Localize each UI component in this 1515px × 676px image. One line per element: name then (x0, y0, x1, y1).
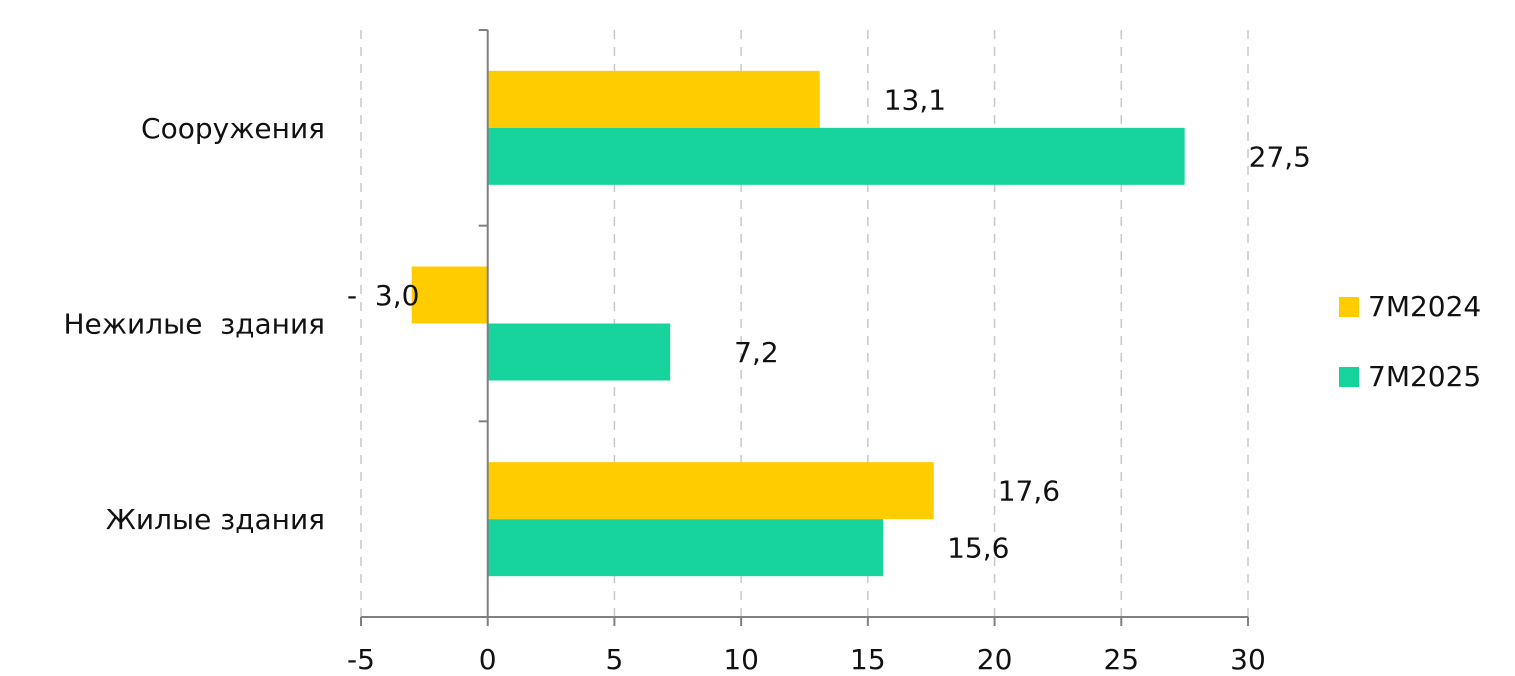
bar-7M2025-0 (487, 127, 1185, 185)
x-tick-label: -5 (347, 643, 375, 676)
data-label: 17,6 (998, 475, 1060, 508)
data-label: - 3,0 (347, 279, 419, 312)
category-label: Жилые здания (106, 503, 325, 536)
x-tick-label: 15 (850, 643, 886, 676)
data-labels: 13,1 27,5 - 3,0 7,2 17,6 15,6 (347, 83, 1311, 564)
x-tick-label: 5 (606, 643, 624, 676)
legend: 7M2024 7M2025 (1339, 290, 1481, 393)
data-label: 27,5 (1249, 140, 1311, 173)
legend-swatch-7M2024 (1339, 297, 1359, 317)
bar-7M2024-1 (411, 266, 488, 324)
x-tick-label: 30 (1230, 643, 1266, 676)
x-tick-label: 0 (479, 643, 497, 676)
data-label: 13,1 (884, 83, 946, 116)
legend-label: 7M2024 (1368, 290, 1481, 323)
x-tick-label: 25 (1103, 643, 1139, 676)
data-label: 15,6 (947, 532, 1009, 565)
bar-7M2024-0 (487, 70, 820, 128)
bar-7M2024-2 (487, 462, 934, 520)
bar-7M2025-1 (487, 323, 671, 381)
category-label: Сооружения (141, 112, 325, 145)
legend-label: 7M2025 (1368, 360, 1481, 393)
axes: -5 0 5 10 15 20 25 30 Сооружения Нежилые здания Жи… (64, 29, 1266, 676)
data-label: 7,2 (734, 336, 779, 369)
x-tick-label: 10 (723, 643, 759, 676)
bar-7M2025-2 (487, 519, 884, 577)
bars (411, 70, 1185, 577)
legend-swatch-7M2025 (1339, 367, 1359, 387)
x-tick-label: 20 (977, 643, 1013, 676)
category-label: Нежилые здания (64, 308, 326, 341)
